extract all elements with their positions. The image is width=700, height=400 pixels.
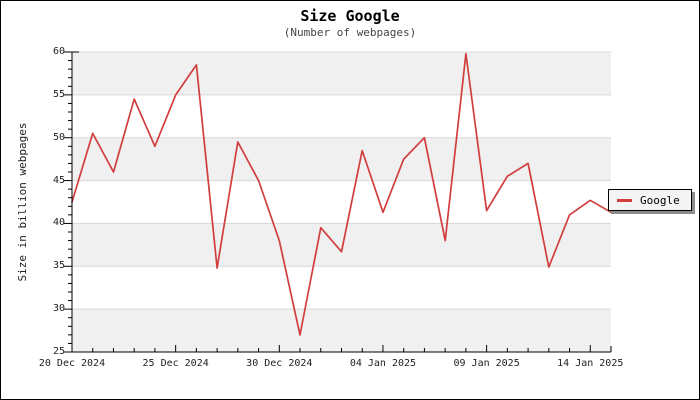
x-tick-label: 14 Jan 2025 xyxy=(557,358,624,369)
legend-series-label: Google xyxy=(640,193,680,207)
y-tick-label: 30 xyxy=(52,303,65,315)
y-tick-label: 60 xyxy=(52,46,65,57)
y-tick-label: 50 xyxy=(52,131,65,143)
plot-band xyxy=(72,223,611,267)
y-tick-label: 45 xyxy=(52,174,65,186)
google-series-line xyxy=(71,52,612,336)
y-tick-label: 40 xyxy=(52,217,65,229)
chart-title: Size Google xyxy=(300,7,400,25)
legend-box: Google xyxy=(608,189,692,211)
plot-band xyxy=(72,137,611,181)
chart-subtitle: (Number of webpages) xyxy=(283,26,417,39)
y-tick-label: 25 xyxy=(52,346,65,357)
plot-band xyxy=(72,52,611,95)
y-tick-label: 55 xyxy=(52,88,65,100)
x-tick-label: 20 Dec 2024 xyxy=(38,358,106,369)
x-tick-label: 04 Jan 2025 xyxy=(349,358,417,369)
legend-line-sample xyxy=(617,198,632,202)
x-tick-label: 30 Dec 2024 xyxy=(246,358,313,369)
x-tick-label: 25 Dec 2024 xyxy=(142,358,209,369)
x-tick-label: 09 Jan 2025 xyxy=(453,358,520,369)
plot-band xyxy=(72,309,611,352)
y-tick-label: 35 xyxy=(52,260,65,272)
